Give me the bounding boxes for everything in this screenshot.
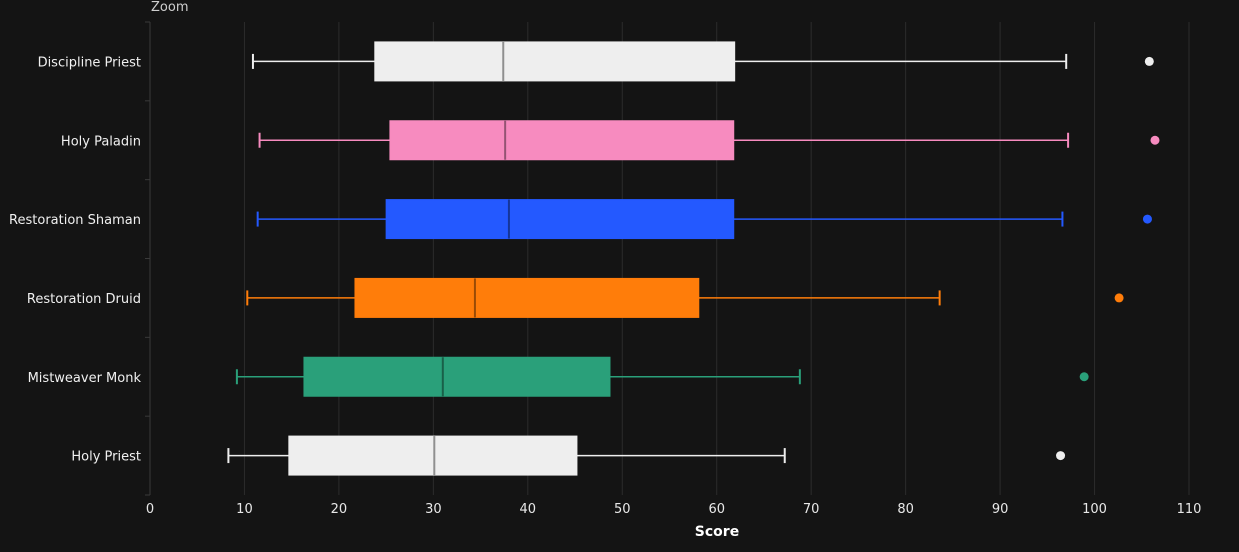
box-group-holy-paladin[interactable]	[258, 120, 1160, 161]
x-tick-label: 70	[803, 502, 820, 517]
outlier-holy-paladin[interactable]	[1150, 135, 1160, 145]
x-tick-label: 50	[614, 502, 631, 517]
box-restoration-druid[interactable]	[354, 277, 700, 318]
x-tick-label: 60	[708, 502, 725, 517]
grid-layer	[243, 22, 1190, 495]
x-tick-label: 90	[992, 502, 1009, 517]
outlier-restoration-druid[interactable]	[1114, 293, 1124, 303]
x-tick-label: 30	[425, 502, 442, 517]
x-tick-label: 110	[1177, 502, 1202, 517]
outlier-discipline-priest[interactable]	[1144, 56, 1154, 66]
box-group-restoration-shaman[interactable]	[256, 199, 1152, 240]
box-holy-paladin[interactable]	[389, 120, 735, 161]
x-tick-label: 40	[520, 502, 537, 517]
box-discipline-priest[interactable]	[374, 41, 736, 82]
outlier-mistweaver-monk[interactable]	[1079, 372, 1089, 382]
outlier-holy-priest[interactable]	[1056, 451, 1066, 461]
x-tick-label: 100	[1082, 502, 1107, 517]
box-group-discipline-priest[interactable]	[251, 41, 1154, 82]
box-group-restoration-druid[interactable]	[246, 277, 1124, 318]
x-tick-label: 0	[146, 502, 154, 517]
x-tick-label: 20	[331, 502, 348, 517]
category-label: Mistweaver Monk	[28, 371, 142, 386]
zoom-label[interactable]: Zoom	[151, 0, 188, 15]
category-label: Holy Paladin	[61, 134, 141, 149]
category-label: Restoration Shaman	[9, 213, 141, 228]
outlier-restoration-shaman[interactable]	[1142, 214, 1152, 224]
category-label: Holy Priest	[71, 450, 141, 465]
box-holy-priest[interactable]	[288, 435, 578, 476]
marks-layer	[227, 41, 1160, 476]
x-axis-title: Score	[695, 524, 739, 540]
x-tick-label: 10	[236, 502, 253, 517]
x-tick-label: 80	[897, 502, 914, 517]
box-restoration-shaman[interactable]	[385, 199, 735, 240]
box-mistweaver-monk[interactable]	[303, 356, 611, 397]
box-group-mistweaver-monk[interactable]	[235, 356, 1089, 397]
axis-layer: Zoom Score 0 10 20 30 40 50 60 70 80 90 100 110 Disc…	[9, 0, 1201, 540]
box-group-holy-priest[interactable]	[227, 435, 1066, 476]
category-label: Restoration Druid	[27, 292, 141, 307]
category-label: Discipline Priest	[38, 55, 141, 70]
